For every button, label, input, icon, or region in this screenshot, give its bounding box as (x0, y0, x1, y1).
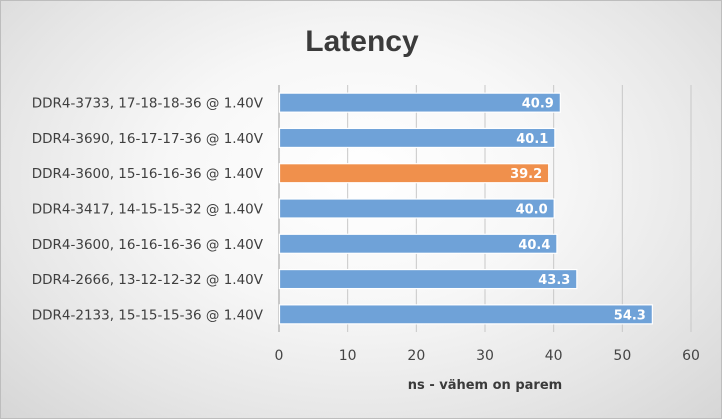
bar (278, 233, 558, 254)
bar (278, 268, 578, 290)
value-label: 43.3 (538, 273, 570, 288)
bar (278, 92, 561, 113)
x-tick-label: 40 (545, 348, 563, 364)
bar (278, 127, 556, 149)
category-label: DDR4-3600, 15-16-16-36 @ 1.40V (32, 166, 264, 182)
value-label: 40.4 (518, 238, 550, 253)
category-label: DDR4-2666, 13-12-12-32 @ 1.40V (32, 272, 264, 288)
x-tick-label: 50 (613, 348, 631, 364)
x-axis-title: ns - vähem on parem (408, 378, 562, 393)
x-tick-label: 30 (476, 348, 494, 364)
x-tick-label: 0 (275, 348, 284, 364)
category-labels: DDR4-3733, 17-18-18-36 @ 1.40V DDR4-3690,… (32, 96, 264, 324)
x-axis-ticks: 0 10 20 30 40 50 60 (275, 348, 700, 364)
category-label: DDR4-3600, 16-16-16-36 @ 1.40V (32, 237, 264, 253)
bars: 40.9 40.1 39.2 40.0 40.4 43.3 54.3 (278, 92, 653, 325)
x-tick-label: 10 (339, 348, 357, 364)
value-label: 40.1 (516, 132, 548, 147)
value-label: 40.0 (516, 203, 548, 218)
category-label: DDR4-3417, 14-15-15-32 @ 1.40V (32, 202, 264, 218)
category-label: DDR4-3690, 16-17-17-36 @ 1.40V (32, 131, 264, 147)
bar (278, 163, 550, 184)
value-label: 39.2 (510, 167, 542, 182)
category-label: DDR4-2133, 15-15-15-36 @ 1.40V (32, 307, 264, 323)
chart-title: Latency (305, 25, 419, 58)
category-label: DDR4-3733, 17-18-18-36 @ 1.40V (32, 96, 264, 112)
value-label: 40.9 (522, 97, 554, 112)
bar (278, 198, 555, 219)
x-tick-label: 60 (682, 348, 700, 364)
value-label: 54.3 (614, 308, 646, 323)
bar (278, 304, 653, 325)
x-tick-label: 20 (407, 348, 425, 364)
